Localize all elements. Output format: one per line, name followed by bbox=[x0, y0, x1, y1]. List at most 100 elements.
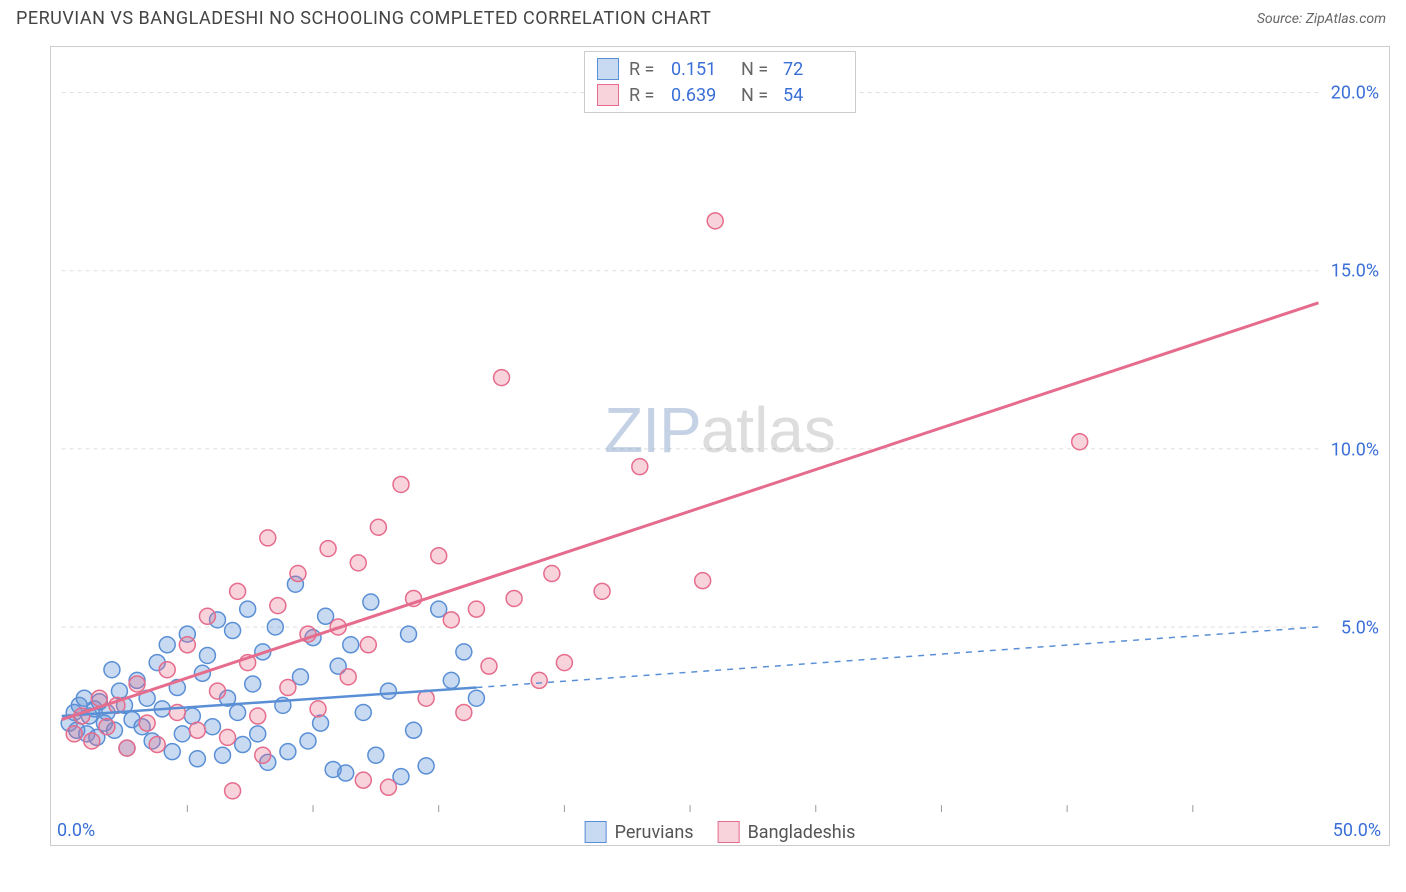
data-point bbox=[280, 680, 296, 696]
plot-svg bbox=[51, 47, 1389, 845]
data-point bbox=[556, 655, 572, 671]
data-point bbox=[300, 733, 316, 749]
data-point bbox=[210, 683, 226, 699]
data-point bbox=[594, 583, 610, 599]
series-legend: Peruvians Bangladeshis bbox=[585, 821, 856, 843]
source-attribution: Source: ZipAtlas.com bbox=[1257, 11, 1386, 27]
data-point bbox=[267, 619, 283, 635]
data-point bbox=[179, 637, 195, 653]
r-label: R = bbox=[629, 59, 661, 80]
legend-row-peruvians: R = 0.151 N = 72 bbox=[597, 56, 843, 82]
r-value-peruvians: 0.151 bbox=[671, 59, 731, 80]
data-point bbox=[119, 740, 135, 756]
data-point bbox=[363, 594, 379, 610]
legend-item-bangladeshis: Bangladeshis bbox=[718, 821, 856, 843]
data-point bbox=[280, 744, 296, 760]
data-point bbox=[632, 459, 648, 475]
data-point bbox=[443, 672, 459, 688]
data-point bbox=[129, 676, 145, 692]
chart-title: PERUVIAN VS BANGLADESHI NO SCHOOLING COM… bbox=[16, 8, 711, 29]
data-point bbox=[350, 555, 366, 571]
legend-item-peruvians: Peruvians bbox=[585, 821, 694, 843]
data-point bbox=[310, 701, 326, 717]
y-tick-label: 5.0% bbox=[1339, 618, 1381, 639]
legend-label-peruvians: Peruvians bbox=[615, 822, 694, 843]
n-label: N = bbox=[741, 59, 773, 80]
data-point bbox=[544, 566, 560, 582]
data-point bbox=[340, 669, 356, 685]
trend-line bbox=[62, 303, 1319, 720]
data-point bbox=[104, 662, 120, 678]
data-point bbox=[494, 370, 510, 386]
data-point bbox=[250, 726, 266, 742]
data-point bbox=[313, 715, 329, 731]
data-point bbox=[468, 690, 484, 706]
data-point bbox=[418, 690, 434, 706]
data-point bbox=[159, 662, 175, 678]
data-point bbox=[215, 747, 231, 763]
data-point bbox=[481, 658, 497, 674]
n-label: N = bbox=[741, 85, 773, 106]
data-point bbox=[149, 737, 165, 753]
data-point bbox=[164, 744, 180, 760]
data-point bbox=[250, 708, 266, 724]
data-point bbox=[189, 751, 205, 767]
y-tick-label: 20.0% bbox=[1329, 82, 1381, 103]
data-point bbox=[370, 519, 386, 535]
data-point bbox=[174, 726, 190, 742]
data-point bbox=[225, 783, 241, 799]
data-point bbox=[189, 722, 205, 738]
data-point bbox=[230, 704, 246, 720]
data-point bbox=[139, 715, 155, 731]
data-point bbox=[456, 704, 472, 720]
data-point bbox=[199, 647, 215, 663]
swatch-pink-icon bbox=[597, 84, 619, 106]
swatch-blue-icon bbox=[585, 821, 607, 843]
source-name: ZipAtlas.com bbox=[1306, 11, 1386, 27]
legend-row-bangladeshis: R = 0.639 N = 54 bbox=[597, 82, 843, 108]
n-value-peruvians: 72 bbox=[783, 59, 843, 80]
data-point bbox=[290, 566, 306, 582]
data-point bbox=[393, 476, 409, 492]
data-point bbox=[338, 765, 354, 781]
data-point bbox=[368, 747, 384, 763]
data-point bbox=[431, 548, 447, 564]
data-point bbox=[260, 530, 276, 546]
data-point bbox=[320, 541, 336, 557]
x-origin-label: 0.0% bbox=[57, 820, 95, 841]
data-point bbox=[220, 729, 236, 745]
data-point bbox=[66, 726, 82, 742]
data-point bbox=[225, 623, 241, 639]
data-point bbox=[456, 644, 472, 660]
data-point bbox=[245, 676, 261, 692]
data-point bbox=[199, 608, 215, 624]
swatch-blue-icon bbox=[597, 58, 619, 80]
chart-area: ZIPatlas R = 0.151 N = 72 R = 0.639 N = … bbox=[50, 46, 1390, 846]
data-point bbox=[443, 612, 459, 628]
data-point bbox=[240, 601, 256, 617]
data-point bbox=[380, 683, 396, 699]
source-prefix: Source: bbox=[1257, 11, 1306, 27]
r-label: R = bbox=[629, 85, 661, 106]
y-tick-label: 10.0% bbox=[1329, 439, 1381, 460]
x-max-label: 50.0% bbox=[1333, 820, 1381, 841]
data-point bbox=[230, 583, 246, 599]
r-value-bangladeshis: 0.639 bbox=[671, 85, 731, 106]
data-point bbox=[84, 733, 100, 749]
correlation-legend: R = 0.151 N = 72 R = 0.639 N = 54 bbox=[584, 51, 856, 113]
data-point bbox=[506, 590, 522, 606]
data-point bbox=[255, 747, 271, 763]
data-point bbox=[695, 573, 711, 589]
data-point bbox=[380, 779, 396, 795]
trend-line-extrapolated bbox=[476, 627, 1318, 688]
data-point bbox=[401, 626, 417, 642]
data-point bbox=[531, 672, 547, 688]
data-point bbox=[707, 213, 723, 229]
data-point bbox=[235, 737, 251, 753]
data-point bbox=[406, 722, 422, 738]
data-point bbox=[418, 758, 434, 774]
data-point bbox=[355, 772, 371, 788]
data-point bbox=[159, 637, 175, 653]
y-tick-label: 15.0% bbox=[1329, 261, 1381, 282]
data-point bbox=[1072, 434, 1088, 450]
